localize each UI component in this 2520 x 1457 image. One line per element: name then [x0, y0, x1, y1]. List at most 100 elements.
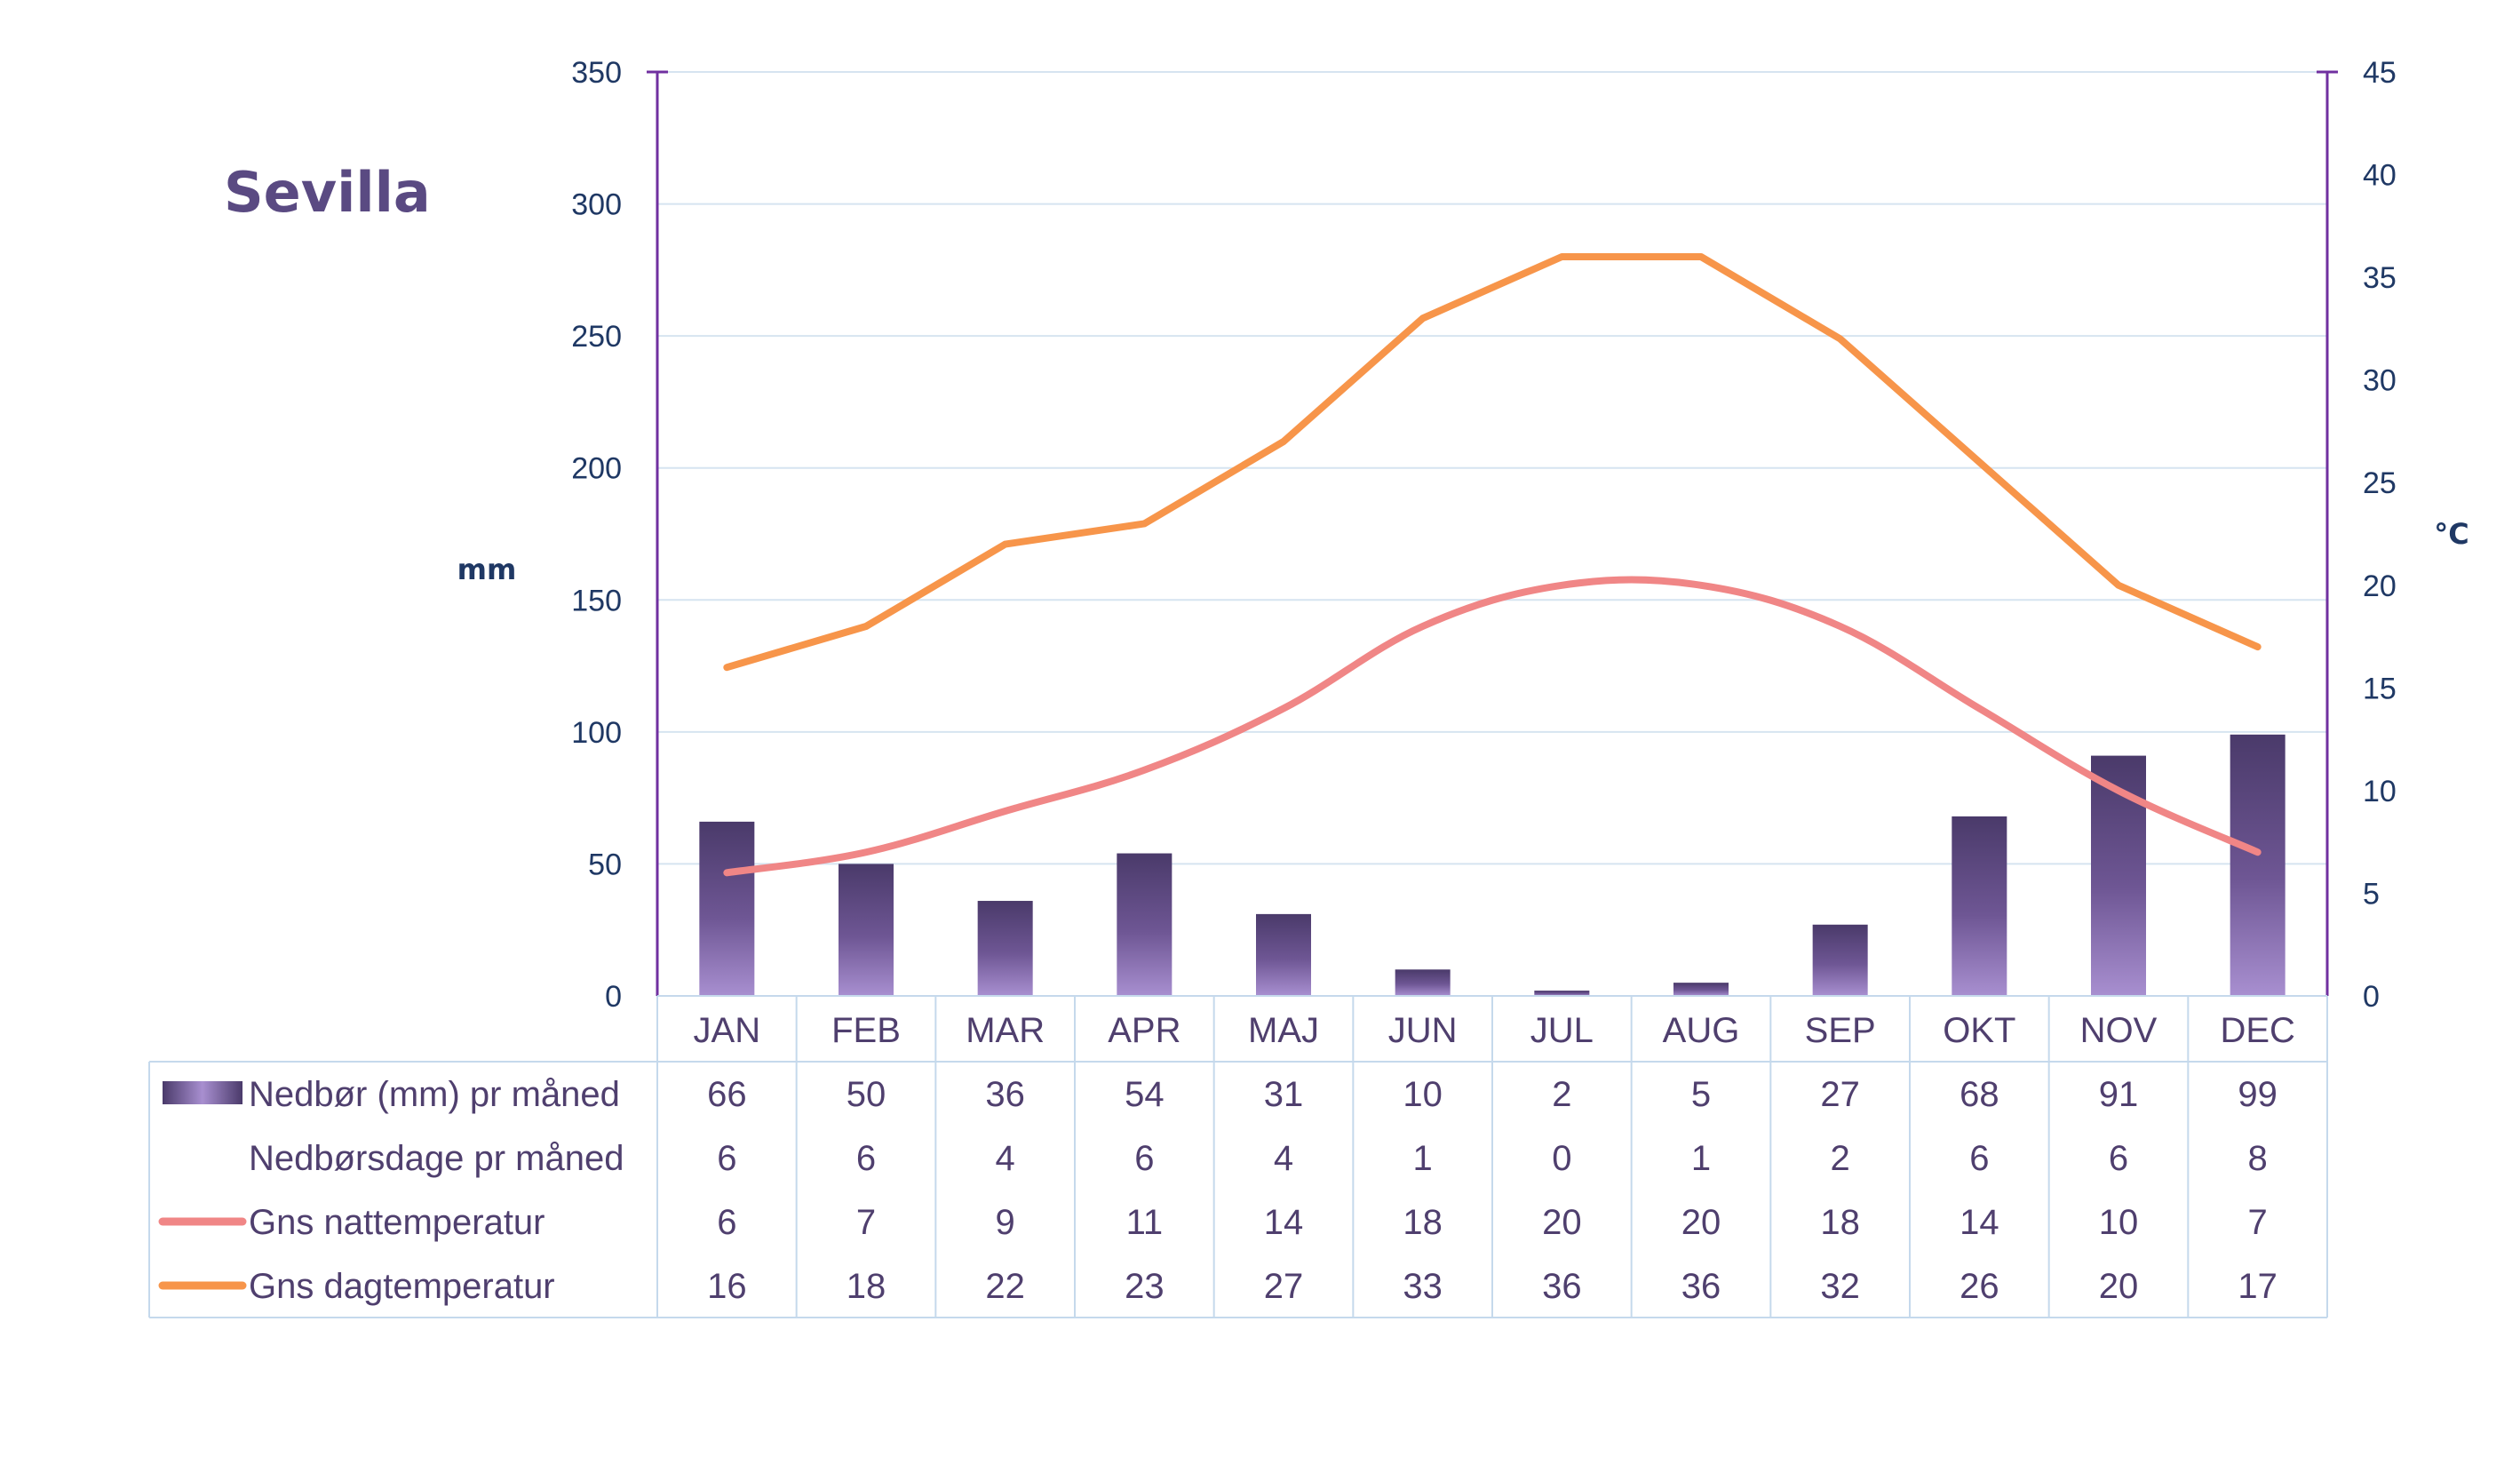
table-cell: 27 [1820, 1075, 1860, 1114]
table-cell: 36 [985, 1075, 1025, 1114]
category-label: AUG [1663, 1011, 1740, 1050]
right-tick-label: 5 [2363, 877, 2380, 911]
table-cell: 6 [1134, 1139, 1154, 1178]
right-axis-ticks: 0 5 10 15 20 25 30 35 40 45 [2363, 56, 2397, 1014]
table-cell: 2 [1831, 1139, 1850, 1178]
table-cell: 1 [1691, 1139, 1711, 1178]
category-label: JAN [694, 1011, 761, 1050]
precipitation-bars [699, 734, 2285, 996]
table-row-label: Nedbør (mm) pr måned [249, 1075, 620, 1114]
right-tick-label: 40 [2363, 159, 2397, 193]
precipitation-bar [699, 821, 755, 996]
chart-title: Sevilla [224, 160, 431, 225]
table-cell: 50 [847, 1075, 886, 1114]
category-label: MAJ [1248, 1011, 1319, 1050]
precipitation-bar [1673, 983, 1729, 996]
table-cell: 10 [2099, 1203, 2139, 1242]
day-temperature-line [723, 253, 2262, 672]
precipitation-bar [1534, 991, 1590, 996]
precipitation-bar [2091, 755, 2146, 996]
table-row-label: Gns nattemperatur [249, 1203, 545, 1242]
table-cell: 22 [985, 1267, 1025, 1306]
category-label: DEC [2220, 1011, 2294, 1050]
table-cell: 7 [856, 1203, 876, 1242]
table-cell: 1 [1413, 1139, 1433, 1178]
right-tick-label: 0 [2363, 980, 2380, 1014]
category-label: MAR [966, 1011, 1045, 1050]
right-tick-label: 35 [2363, 261, 2397, 295]
left-tick-label: 150 [571, 584, 622, 617]
left-tick-label: 200 [571, 452, 622, 486]
table-cell: 11 [1126, 1203, 1164, 1242]
night-temperature-line [723, 576, 2262, 877]
data-table: JAN FEB MAR APR MAJ JUN JUL AUG SEP OKT NOV DEC Nedb… [148, 996, 2328, 1318]
precipitation-bar [839, 864, 894, 996]
left-axis-ticks: 0 50 100 150 200 250 300 350 [571, 56, 622, 1014]
table-cell: 20 [2099, 1267, 2139, 1306]
precipitation-bar [977, 901, 1033, 996]
precipitation-bar [1952, 816, 2007, 996]
table-cell: 66 [707, 1075, 747, 1114]
table-cell: 36 [1681, 1267, 1721, 1306]
precipitation-bar [1117, 853, 1173, 996]
table-cell: 14 [1264, 1203, 1304, 1242]
left-tick-label: 300 [571, 188, 622, 222]
table-cell: 14 [1960, 1203, 1999, 1242]
right-axis-label: °C [2434, 517, 2468, 551]
precipitation-bar [1395, 969, 1451, 996]
category-label: FEB [831, 1011, 901, 1050]
table-cell: 23 [1125, 1267, 1165, 1306]
left-tick-label: 250 [571, 320, 622, 354]
category-label: OKT [1943, 1011, 2015, 1050]
table-cell: 6 [717, 1203, 736, 1242]
table-cell: 31 [1264, 1075, 1304, 1114]
table-cell: 4 [996, 1139, 1015, 1178]
gridlines [657, 71, 2327, 865]
table-cell: 2 [1552, 1075, 1571, 1114]
table-cell: 54 [1125, 1075, 1165, 1114]
table-row-label: Nedbørsdage pr måned [249, 1139, 624, 1178]
table-cell: 5 [1691, 1075, 1711, 1114]
right-tick-label: 10 [2363, 775, 2397, 808]
temperature-lines [723, 253, 2262, 877]
table-cell: 68 [1960, 1075, 1999, 1114]
table-cell: 6 [856, 1139, 876, 1178]
right-tick-label: 20 [2363, 569, 2397, 603]
right-tick-label: 45 [2363, 56, 2397, 90]
category-label: JUL [1530, 1011, 1594, 1050]
precipitation-bar [1256, 913, 1311, 996]
category-label: SEP [1805, 1011, 1876, 1050]
table-cell: 16 [707, 1267, 747, 1306]
table-cell: 6 [2109, 1139, 2128, 1178]
table-cell: 27 [1264, 1267, 1304, 1306]
category-label: NOV [2080, 1011, 2158, 1050]
table-cell: 20 [1681, 1203, 1721, 1242]
left-axis-label: mm [457, 553, 517, 586]
table-cell: 17 [2238, 1267, 2278, 1306]
right-tick-label: 25 [2363, 466, 2397, 500]
table-cell: 33 [1403, 1267, 1443, 1306]
category-label: APR [1108, 1011, 1181, 1050]
left-tick-label: 50 [588, 848, 622, 881]
right-tick-label: 15 [2363, 672, 2397, 705]
table-cell: 36 [1542, 1267, 1582, 1306]
table-cell: 32 [1820, 1267, 1860, 1306]
table-cell: 99 [2238, 1075, 2278, 1114]
table-cell: 26 [1960, 1267, 1999, 1306]
right-tick-label: 30 [2363, 364, 2397, 398]
precipitation-bar [1812, 924, 1868, 996]
legend-marker-bar [163, 1081, 242, 1104]
table-cell: 8 [2248, 1139, 2268, 1178]
precipitation-bar [2230, 734, 2285, 996]
left-tick-label: 350 [571, 56, 622, 90]
table-cell: 7 [2248, 1203, 2268, 1242]
table-cell: 20 [1542, 1203, 1582, 1242]
table-cell: 6 [1969, 1139, 1989, 1178]
table-cell: 0 [1552, 1139, 1571, 1178]
table-cell: 18 [1403, 1203, 1443, 1242]
axes [647, 70, 2338, 997]
category-label: JUN [1388, 1011, 1458, 1050]
table-cell: 91 [2099, 1075, 2139, 1114]
table-cell: 4 [1274, 1139, 1293, 1178]
